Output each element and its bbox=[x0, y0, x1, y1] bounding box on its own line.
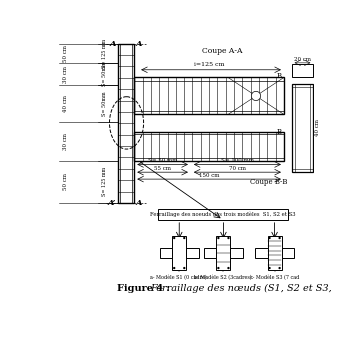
Circle shape bbox=[217, 237, 220, 239]
Text: b- Modèle S2 (3cadres).: b- Modèle S2 (3cadres). bbox=[194, 275, 253, 280]
Text: S= 125 mm: S= 125 mm bbox=[102, 167, 106, 196]
Text: Ferraillage des noeuds des trois modèles  S1, S2 et S3: Ferraillage des noeuds des trois modèles… bbox=[150, 212, 296, 217]
Text: a- Modèle S1 (0 cadre).: a- Modèle S1 (0 cadre). bbox=[150, 275, 208, 280]
Text: 150 cm: 150 cm bbox=[199, 173, 219, 178]
Bar bbox=[160, 248, 172, 258]
Bar bbox=[282, 248, 294, 258]
Bar bbox=[292, 64, 313, 77]
Bar bbox=[172, 236, 186, 270]
Text: 50 cm: 50 cm bbox=[63, 45, 68, 62]
Bar bbox=[118, 44, 134, 203]
Circle shape bbox=[183, 267, 185, 269]
Text: Ferraillage des nœuds (S1, S2 et S3,: Ferraillage des nœuds (S1, S2 et S3, bbox=[150, 284, 332, 293]
Text: 40 cm: 40 cm bbox=[315, 119, 320, 137]
Bar bbox=[204, 248, 216, 258]
Text: Coupe A-A: Coupe A-A bbox=[202, 47, 242, 55]
Circle shape bbox=[251, 91, 261, 100]
Text: 30 cm: 30 cm bbox=[63, 65, 68, 83]
Circle shape bbox=[183, 237, 185, 239]
Text: 50 cm: 50 cm bbox=[63, 173, 68, 190]
Text: 70 cm: 70 cm bbox=[229, 166, 246, 171]
Circle shape bbox=[279, 267, 281, 269]
Circle shape bbox=[217, 267, 220, 269]
Text: i=125 cm: i=125 cm bbox=[194, 62, 224, 67]
Bar bbox=[134, 77, 284, 115]
Bar bbox=[255, 248, 268, 258]
Text: 55 cm: 55 cm bbox=[154, 166, 171, 171]
Bar bbox=[158, 209, 288, 220]
Circle shape bbox=[268, 267, 271, 269]
Bar bbox=[292, 84, 313, 172]
Text: A: A bbox=[110, 40, 117, 47]
Circle shape bbox=[227, 237, 230, 239]
Bar bbox=[216, 236, 230, 270]
Circle shape bbox=[279, 237, 281, 239]
Text: A’: A’ bbox=[108, 199, 117, 207]
Text: Coupe B-B: Coupe B-B bbox=[250, 178, 288, 186]
Text: S= 50mm: S= 50mm bbox=[102, 92, 106, 116]
Text: 30 cm: 30 cm bbox=[63, 133, 68, 150]
Text: S= 50mm: S= 50mm bbox=[102, 62, 106, 86]
Circle shape bbox=[268, 237, 271, 239]
Text: B: B bbox=[276, 128, 282, 136]
Circle shape bbox=[227, 267, 230, 269]
Text: S= 125 mm: S= 125 mm bbox=[102, 39, 106, 68]
Text: A: A bbox=[136, 40, 142, 47]
Text: S= 50 mm: S= 50 mm bbox=[148, 158, 177, 163]
Circle shape bbox=[173, 237, 176, 239]
Bar bbox=[134, 132, 284, 161]
Text: Figure 4 :: Figure 4 : bbox=[117, 284, 173, 293]
Bar bbox=[186, 248, 199, 258]
Bar bbox=[268, 236, 282, 270]
Text: B: B bbox=[276, 72, 282, 80]
Text: A: A bbox=[136, 199, 142, 207]
Circle shape bbox=[173, 267, 176, 269]
Bar bbox=[230, 248, 243, 258]
Text: S= 100 mm: S= 100 mm bbox=[221, 158, 254, 163]
Text: 20 cm: 20 cm bbox=[294, 57, 311, 62]
Text: 40 cm: 40 cm bbox=[63, 95, 68, 112]
Text: c- Modèle S3 (7 cad: c- Modèle S3 (7 cad bbox=[250, 275, 299, 280]
